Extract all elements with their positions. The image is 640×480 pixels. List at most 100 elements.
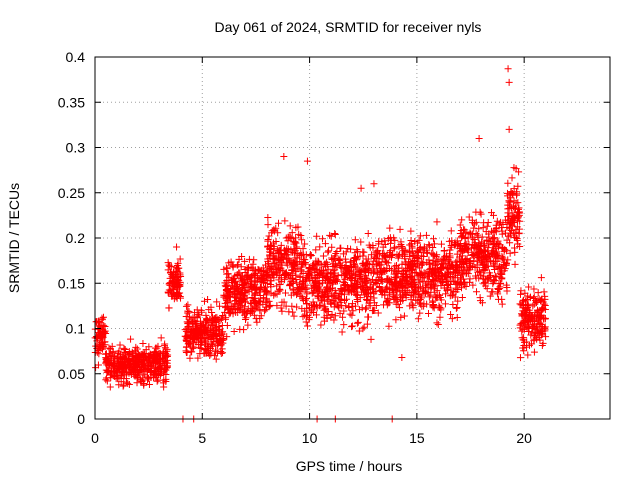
data-point [475,243,483,251]
data-point [381,268,389,276]
data-point [260,307,268,315]
data-point [332,250,340,258]
data-point [339,250,347,258]
data-point [181,326,189,334]
data-point [267,283,275,291]
data-point [362,279,370,287]
data-point [327,232,335,240]
data-point [312,265,320,273]
data-point [437,265,445,272]
grid [95,57,610,419]
data-point [312,311,320,319]
data-point [338,328,346,336]
data-point [271,254,279,262]
data-point [331,261,339,269]
axis-ticks: 0 0.05 0.1 0.15 0.2 0.25 0.3 0.35 0.4 0 5 10 15 20 [58,49,610,446]
data-point [400,312,408,320]
data-point [354,318,362,326]
data-point [102,354,110,362]
data-point [291,238,299,246]
data-point [233,261,241,269]
data-point [105,350,113,358]
data-point [480,280,488,288]
data-point [378,276,386,284]
plot-frame [94,56,611,420]
data-point [388,250,396,258]
data-point [486,292,494,300]
data-point [506,249,514,257]
data-point [401,251,409,259]
data-point [248,282,256,290]
data-point [489,240,497,248]
data-point [391,295,399,303]
data-point [176,269,184,277]
data-point [274,219,282,227]
data-point [538,306,546,314]
data-point [489,228,497,236]
data-point [386,265,394,273]
data-point [224,299,232,307]
data-point [172,264,180,272]
data-point [239,284,247,292]
data-point [103,377,111,385]
data-point [510,204,518,212]
data-point [98,314,106,322]
data-point [234,308,242,316]
data-point [363,320,371,328]
data-point [403,277,411,285]
data-point [464,234,472,242]
data-point [223,322,231,330]
data-point [360,248,368,256]
data-point [318,297,326,305]
data-point [346,310,354,318]
data-point [278,278,286,286]
data-point [267,289,275,297]
data-point [395,264,403,272]
data-point [477,210,485,218]
data-point [449,301,457,309]
data-point [317,321,325,329]
data-point [109,349,117,357]
data-point [264,259,272,267]
data-point [332,294,340,302]
data-point [323,308,331,316]
data-point [274,229,282,237]
data-point [357,238,365,246]
data-point [206,316,214,324]
data-point [498,300,506,308]
data-point [266,301,274,309]
data-point [270,227,278,235]
data-point [298,236,306,244]
y-tick-label: 0.15 [58,275,85,291]
data-point [172,293,180,301]
data-point [191,309,199,317]
data-point [325,295,333,303]
data-point [118,369,126,377]
data-point [271,290,279,298]
data-point [460,260,468,268]
data-point [420,243,428,251]
data-point [252,299,260,307]
data-point [471,220,479,228]
data-point [387,253,395,261]
data-point [367,335,375,343]
data-point [513,223,521,231]
data-point [510,164,518,172]
data-point [299,313,307,321]
data-point [324,248,332,256]
data-point [278,298,286,306]
data-point [335,304,343,312]
data-point [205,306,213,314]
data-point [468,216,476,224]
data-point [487,227,495,235]
data-point [405,258,413,266]
data-point [314,292,322,300]
data-point [533,335,541,343]
data-point [537,274,545,282]
data-point [540,288,548,296]
data-point [528,329,536,337]
data-point [310,287,318,295]
data-point [246,273,254,281]
data-point [397,313,405,321]
data-point [458,293,466,301]
